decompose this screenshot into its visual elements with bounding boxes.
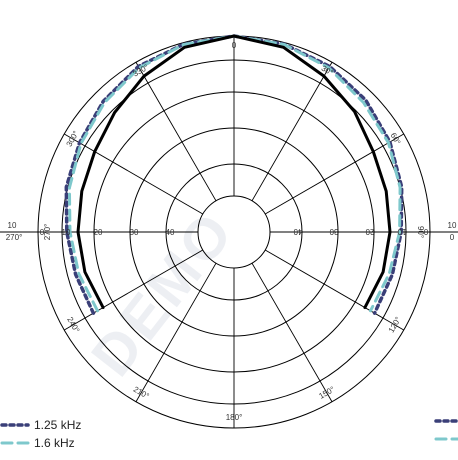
grid-spoke (264, 249, 404, 331)
radial-tick-label: 0 (423, 227, 428, 236)
radial-tick-label: 0 (40, 228, 45, 237)
angle-tick-label: 240° (65, 315, 81, 334)
left-edge-label-bottom: 270° (6, 233, 23, 242)
radial-tick-label: 40 (293, 227, 302, 236)
radial-tick-label: 20 (94, 228, 103, 237)
polar-grid (0, 35, 458, 429)
angle-tick-label: 300° (65, 129, 81, 148)
grid-spoke (64, 133, 204, 215)
angle-tick-label: 180° (226, 413, 243, 422)
radial-tick-label: 20 (365, 227, 374, 236)
radial-tick-label: 30 (130, 228, 139, 237)
series-line-1-6-khz (232, 34, 402, 313)
radial-tick-label: 10 (62, 228, 71, 237)
legend: 1.25 kHz 1.6 kHz (0, 418, 458, 450)
watermark-text: DEMO (79, 198, 247, 388)
right-edge-label-top: 10 (448, 221, 457, 230)
right-edge-label-bottom: 0 (450, 233, 455, 242)
angle-tick-label: 90° (416, 226, 425, 238)
watermark: DEMO (79, 198, 247, 388)
legend-label: 1.6 kHz (34, 436, 75, 450)
grid-spoke (135, 262, 217, 402)
angle-tick-label: 120° (387, 315, 403, 334)
grid-spoke (135, 62, 217, 202)
angle-tick-label: 150° (317, 385, 336, 401)
angle-tick-label: 210° (132, 385, 151, 401)
series-line-1-25-khz (232, 34, 404, 315)
legend-label: 1.25 kHz (34, 418, 81, 432)
series-group (64, 34, 404, 315)
series-line-1-6-khz (67, 34, 236, 313)
grid-spoke (251, 262, 333, 402)
radial-tick-label: 10 (397, 227, 406, 236)
series-line-2-khz (232, 34, 392, 310)
series-line-2-khz (76, 34, 236, 310)
radial-tick-label: 40 (166, 228, 175, 237)
left-edge-label-top: 10 (8, 221, 17, 230)
radial-tick-label: 30 (329, 227, 338, 236)
angle-tick-label: 270° (43, 224, 52, 241)
angle-tick-label: 0 (232, 41, 237, 50)
grid-spoke (64, 249, 204, 331)
grid-spoke (251, 62, 333, 202)
grid-spoke (264, 133, 404, 215)
